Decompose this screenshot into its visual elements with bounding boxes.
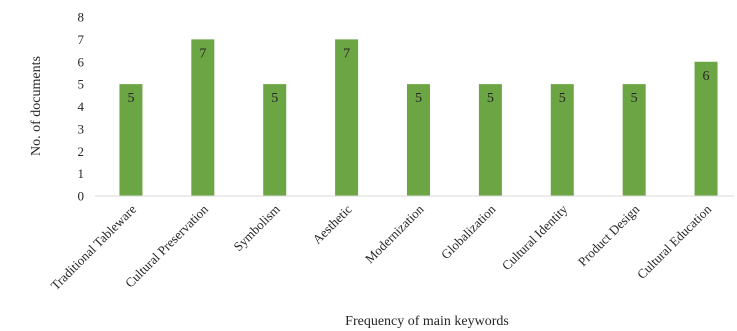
y-tick-label: 5: [78, 77, 85, 92]
y-tick-label: 4: [78, 99, 85, 114]
y-axis-title: No. of documents: [29, 56, 44, 156]
y-axis-ticks: 0 1 2 3 4 5 6 7 8: [78, 10, 85, 204]
x-tick-label: Modernization: [362, 201, 427, 266]
data-label: 7: [343, 46, 350, 61]
bar: [263, 84, 287, 196]
x-tick-label: Cultural Education: [634, 201, 715, 282]
bar: [335, 39, 359, 196]
y-tick-label: 3: [78, 121, 85, 136]
x-tick-label: Symbolism: [230, 202, 283, 255]
y-tick-label: 1: [78, 166, 85, 181]
data-label: 5: [559, 91, 566, 106]
bar: [550, 84, 574, 196]
data-label: 5: [415, 91, 422, 106]
bar: [622, 84, 646, 196]
data-label: 6: [703, 69, 710, 84]
x-axis-title: Frequency of main keywords: [345, 314, 509, 329]
data-labels: 5 7 5 7 5 5 5 5 6: [127, 46, 709, 106]
y-tick-label: 0: [78, 189, 85, 204]
data-label: 5: [127, 91, 134, 106]
y-tick-label: 2: [78, 144, 85, 159]
x-tick-label: Globalization: [438, 201, 499, 262]
data-label: 5: [487, 91, 494, 106]
bar: [478, 84, 502, 196]
x-tick-label: Cultural Identity: [499, 201, 571, 273]
data-label: 7: [199, 46, 206, 61]
bar: [407, 84, 430, 196]
bar: [191, 39, 215, 196]
y-tick-label: 6: [78, 54, 85, 69]
data-label: 5: [631, 91, 638, 106]
bar: [119, 84, 143, 196]
bar: [694, 61, 718, 196]
x-tick-label: Aesthetic: [309, 201, 354, 246]
data-label: 5: [271, 91, 278, 106]
bars: [119, 39, 718, 196]
y-tick-label: 7: [78, 32, 85, 47]
x-tick-label: Product Design: [575, 201, 643, 269]
y-tick-label: 8: [78, 10, 85, 25]
